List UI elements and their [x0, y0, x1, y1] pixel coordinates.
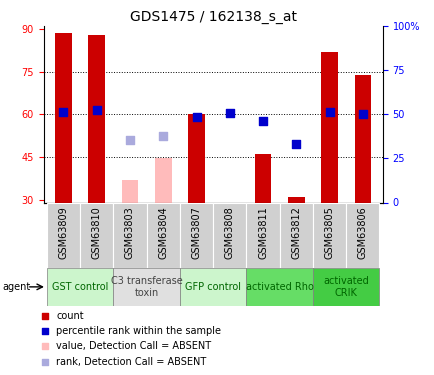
- FancyBboxPatch shape: [345, 202, 378, 268]
- Point: [41, 328, 48, 334]
- FancyBboxPatch shape: [180, 268, 246, 306]
- Bar: [287, 197, 304, 202]
- Text: GST control: GST control: [52, 282, 108, 292]
- Text: percentile rank within the sample: percentile rank within the sample: [56, 326, 221, 336]
- Text: GSM63806: GSM63806: [357, 206, 367, 258]
- Bar: [122, 180, 138, 203]
- Point: [193, 114, 200, 120]
- Text: agent: agent: [2, 282, 30, 292]
- Text: C3 transferase
toxin: C3 transferase toxin: [111, 276, 182, 298]
- FancyBboxPatch shape: [312, 202, 345, 268]
- FancyBboxPatch shape: [113, 202, 146, 268]
- Point: [226, 110, 233, 116]
- Text: GSM63808: GSM63808: [224, 206, 234, 258]
- Point: [126, 137, 133, 143]
- Point: [41, 344, 48, 350]
- Text: GSM63812: GSM63812: [291, 206, 301, 259]
- Point: [41, 313, 48, 319]
- FancyBboxPatch shape: [312, 268, 378, 306]
- FancyBboxPatch shape: [113, 268, 180, 306]
- Text: GSM63807: GSM63807: [191, 206, 201, 259]
- Text: GSM63809: GSM63809: [58, 206, 68, 258]
- Point: [93, 107, 100, 113]
- FancyBboxPatch shape: [279, 202, 312, 268]
- Point: [60, 108, 67, 114]
- Text: activated Rho: activated Rho: [245, 282, 313, 292]
- Bar: [55, 33, 72, 203]
- Text: GSM63803: GSM63803: [125, 206, 135, 258]
- Bar: [188, 114, 204, 202]
- Point: [41, 358, 48, 364]
- Point: [326, 108, 332, 114]
- Point: [358, 111, 365, 117]
- Bar: [88, 35, 105, 203]
- Bar: [354, 75, 370, 202]
- Text: GSM63811: GSM63811: [257, 206, 267, 258]
- FancyBboxPatch shape: [47, 202, 80, 268]
- Bar: [155, 158, 171, 203]
- Point: [159, 133, 166, 139]
- Text: value, Detection Call = ABSENT: value, Detection Call = ABSENT: [56, 341, 211, 351]
- Title: GDS1475 / 162138_s_at: GDS1475 / 162138_s_at: [129, 10, 296, 24]
- Text: GSM63804: GSM63804: [158, 206, 168, 258]
- Point: [292, 141, 299, 147]
- FancyBboxPatch shape: [80, 202, 113, 268]
- FancyBboxPatch shape: [213, 202, 246, 268]
- Text: rank, Detection Call = ABSENT: rank, Detection Call = ABSENT: [56, 357, 206, 366]
- FancyBboxPatch shape: [246, 202, 279, 268]
- Point: [259, 118, 266, 124]
- FancyBboxPatch shape: [246, 268, 312, 306]
- FancyBboxPatch shape: [146, 202, 180, 268]
- Text: GSM63805: GSM63805: [324, 206, 334, 259]
- Text: count: count: [56, 311, 84, 321]
- Text: GFP control: GFP control: [185, 282, 240, 292]
- FancyBboxPatch shape: [47, 268, 113, 306]
- Text: GSM63810: GSM63810: [92, 206, 102, 258]
- FancyBboxPatch shape: [180, 202, 213, 268]
- Bar: [321, 52, 337, 202]
- Bar: [254, 154, 271, 203]
- Text: activated
CRIK: activated CRIK: [322, 276, 368, 298]
